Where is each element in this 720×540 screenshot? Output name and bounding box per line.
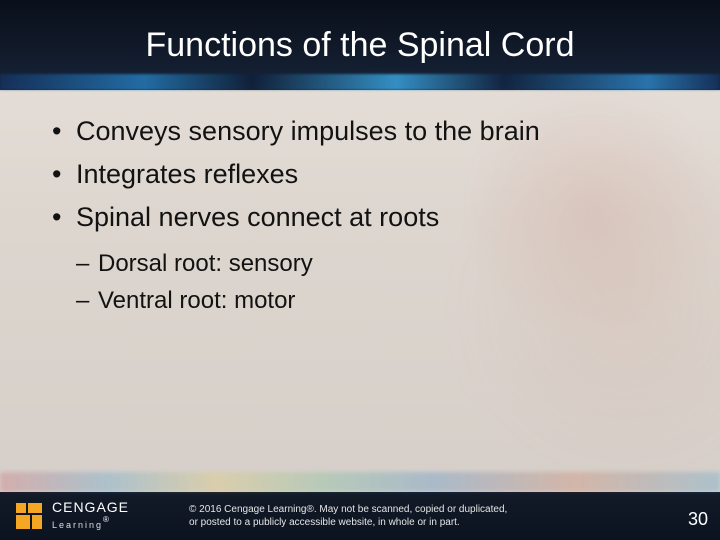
brand-logo-text: CENGAGE Learning® bbox=[52, 500, 129, 532]
brand-logo-icon bbox=[14, 501, 44, 531]
title-bar: Functions of the Spinal Cord bbox=[0, 0, 720, 90]
content-area: Conveys sensory impulses to the brain In… bbox=[48, 112, 680, 321]
bullet-item: Integrates reflexes bbox=[48, 155, 680, 194]
bullet-list: Conveys sensory impulses to the brain In… bbox=[48, 112, 680, 237]
page-number: 30 bbox=[688, 509, 708, 530]
footer-bar: CENGAGE Learning® © 2016 Cengage Learnin… bbox=[0, 492, 720, 540]
sub-bullet-item: Ventral root: motor bbox=[76, 284, 680, 319]
sub-bullet-item: Dorsal root: sensory bbox=[76, 247, 680, 282]
footer-color-stripe bbox=[0, 472, 720, 492]
bullet-item: Conveys sensory impulses to the brain bbox=[48, 112, 680, 151]
brand-name: CENGAGE bbox=[52, 499, 129, 515]
slide-title: Functions of the Spinal Cord bbox=[145, 26, 574, 65]
copyright-text: © 2016 Cengage Learning®. May not be sca… bbox=[189, 503, 507, 529]
copyright-line: © 2016 Cengage Learning®. May not be sca… bbox=[189, 503, 507, 516]
slide: Functions of the Spinal Cord Conveys sen… bbox=[0, 0, 720, 540]
bullet-item: Spinal nerves connect at roots bbox=[48, 198, 680, 237]
copyright-line: or posted to a publicly accessible websi… bbox=[189, 516, 507, 529]
brand-subtext: Learning bbox=[52, 520, 103, 530]
registered-mark: ® bbox=[103, 515, 109, 524]
sub-bullet-list: Dorsal root: sensory Ventral root: motor bbox=[76, 247, 680, 319]
brand-logo: CENGAGE Learning® bbox=[14, 500, 129, 532]
